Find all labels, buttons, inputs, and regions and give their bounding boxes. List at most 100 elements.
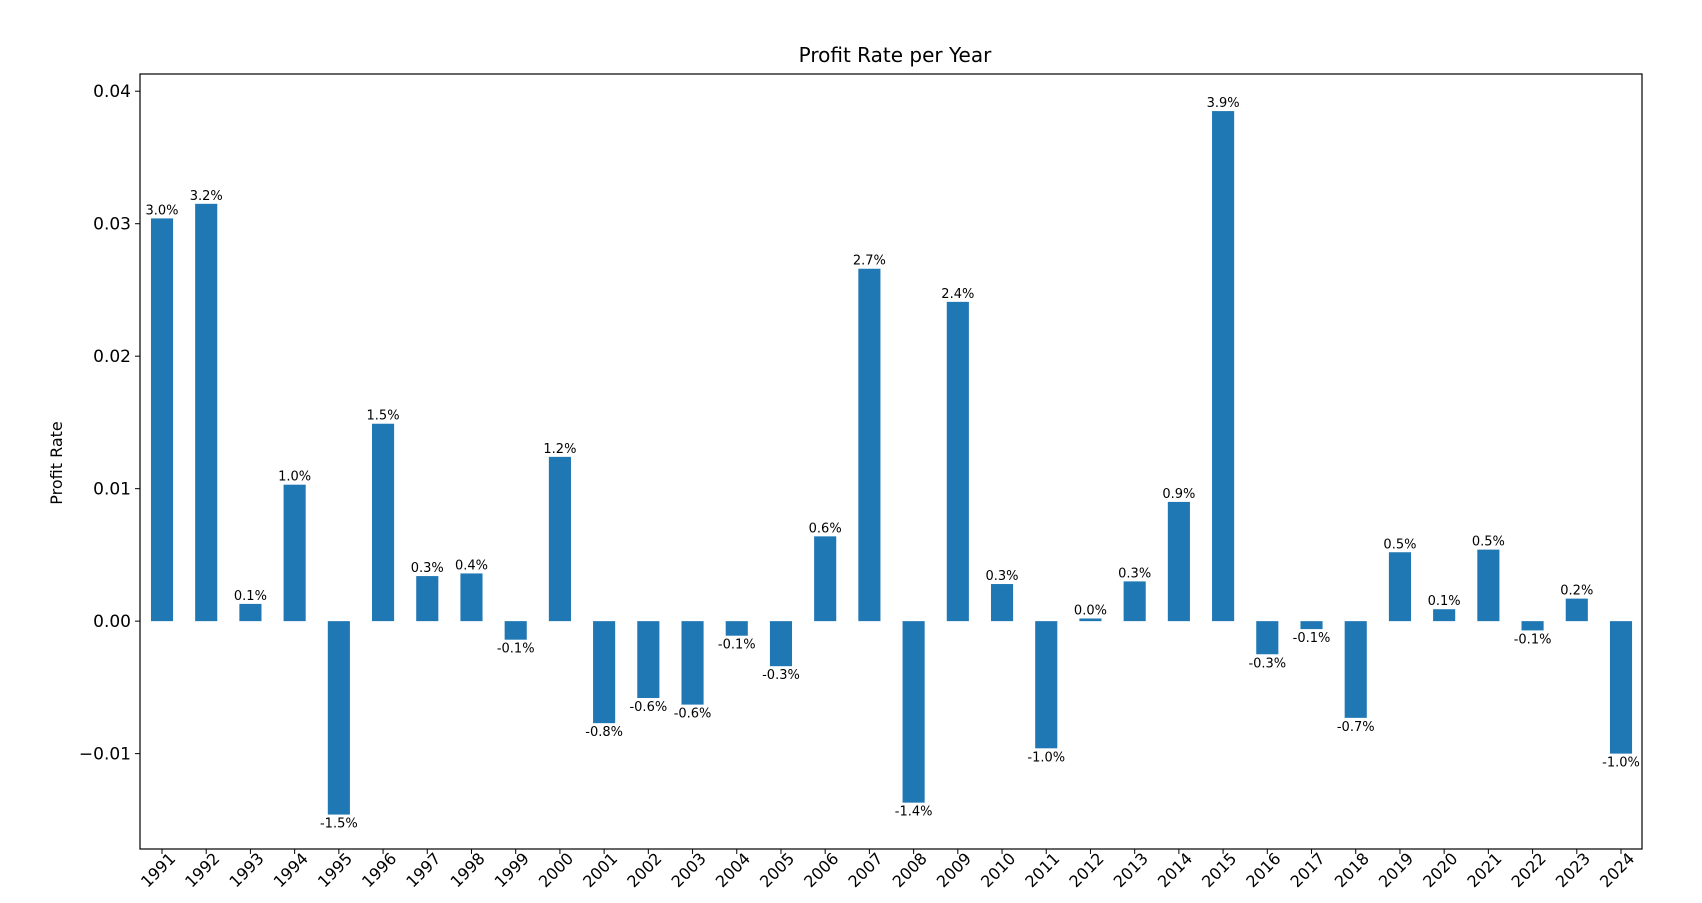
data-label-1992: 3.2% — [190, 189, 223, 204]
bar-1995 — [327, 621, 350, 815]
bar-2015 — [1212, 111, 1235, 622]
x-tick-label-2009: 2009 — [933, 849, 975, 891]
bar-2007 — [858, 268, 881, 622]
data-label-2003: -0.6% — [674, 707, 712, 722]
x-tick-label-2022: 2022 — [1508, 849, 1550, 891]
y-tick-label: 0.03 — [93, 215, 131, 235]
bar-2011 — [1035, 621, 1058, 749]
bar-2012 — [1079, 618, 1102, 622]
bar-2009 — [946, 301, 969, 622]
data-label-1996: 1.5% — [367, 409, 400, 424]
x-tick-label-2001: 2001 — [579, 849, 621, 891]
data-label-2002: -0.6% — [629, 700, 667, 715]
x-tick-label-2005: 2005 — [756, 849, 798, 891]
x-tick-label-2014: 2014 — [1154, 849, 1196, 891]
x-tick-label-2020: 2020 — [1419, 849, 1461, 891]
x-tick-label-1992: 1992 — [181, 849, 223, 891]
data-label-2012: 0.0% — [1074, 603, 1107, 618]
bar-2003 — [681, 621, 704, 705]
x-tick-label-1991: 1991 — [137, 849, 179, 891]
bar-1998 — [460, 573, 483, 622]
data-label-2000: 1.2% — [543, 442, 576, 457]
x-tick-label-2024: 2024 — [1596, 849, 1638, 891]
bar-1994 — [283, 484, 306, 622]
x-tick-label-2011: 2011 — [1021, 849, 1063, 891]
x-tick-label-1993: 1993 — [225, 849, 267, 891]
bar-2008 — [902, 621, 925, 803]
x-tick-label-2018: 2018 — [1331, 849, 1373, 891]
bar-2019 — [1388, 552, 1411, 622]
data-label-1998: 0.4% — [455, 558, 488, 573]
data-label-2006: 0.6% — [809, 521, 842, 536]
data-label-2017: -0.1% — [1293, 631, 1331, 646]
x-tick-label-2023: 2023 — [1552, 849, 1594, 891]
x-tick-label-2000: 2000 — [535, 849, 577, 891]
bar-2022 — [1521, 621, 1544, 631]
x-tick-label-2017: 2017 — [1287, 849, 1329, 891]
x-tick-label-2021: 2021 — [1463, 849, 1505, 891]
data-label-2024: -1.0% — [1602, 756, 1640, 771]
bar-2013 — [1123, 581, 1146, 622]
bar-2018 — [1344, 621, 1367, 718]
bar-2017 — [1300, 621, 1323, 630]
bar-2024 — [1609, 621, 1633, 754]
data-label-1993: 0.1% — [234, 589, 267, 604]
x-tick-label-2012: 2012 — [1065, 849, 1107, 891]
bar-2016 — [1256, 621, 1279, 655]
data-label-2021: 0.5% — [1472, 535, 1505, 550]
data-label-2005: -0.3% — [762, 668, 800, 683]
data-label-1995: -1.5% — [320, 817, 358, 832]
x-tick-label-1999: 1999 — [491, 849, 533, 891]
bar-2010 — [990, 584, 1014, 622]
bar-1999 — [504, 621, 527, 640]
plot-frame — [139, 73, 1643, 850]
data-label-2011: -1.0% — [1027, 750, 1065, 765]
data-label-2022: -0.1% — [1514, 632, 1552, 647]
x-tick-label-2003: 2003 — [668, 849, 710, 891]
y-tick-label: 0.02 — [93, 347, 131, 367]
data-label-2023: 0.2% — [1560, 584, 1593, 599]
bar-1993 — [239, 603, 262, 622]
data-label-2004: -0.1% — [718, 638, 756, 653]
x-tick-label-1994: 1994 — [270, 849, 312, 891]
y-tick-label: −0.01 — [79, 745, 131, 765]
bar-2000 — [548, 456, 571, 622]
data-label-2008: -1.4% — [895, 805, 933, 820]
bar-2014 — [1167, 501, 1190, 622]
x-tick-label-2019: 2019 — [1375, 849, 1417, 891]
data-label-2020: 0.1% — [1428, 594, 1461, 609]
data-labels-layer: 3.0% 3.2% 0.1% 1.0% -1.5% 1.5% 0.3% 0.4% -0.1% 1.… — [145, 96, 1639, 831]
x-tick-label-2008: 2008 — [889, 849, 931, 891]
x-tick-label-2004: 2004 — [712, 849, 754, 891]
data-label-2007: 2.7% — [853, 254, 886, 269]
x-tick-label-1995: 1995 — [314, 849, 356, 891]
data-label-1994: 1.0% — [278, 470, 311, 485]
x-axis-ticks: 1991 1992 1993 1994 1995 1996 1997 1998 1999 2000… — [137, 849, 1638, 891]
y-tick-label: 0.00 — [93, 612, 131, 632]
data-label-2015: 3.9% — [1207, 96, 1240, 111]
x-tick-label-2015: 2015 — [1198, 849, 1240, 891]
data-label-1997: 0.3% — [411, 561, 444, 576]
data-label-2001: -0.8% — [585, 725, 623, 740]
data-label-2016: -0.3% — [1248, 656, 1286, 671]
x-tick-label-1998: 1998 — [446, 849, 488, 891]
bar-2020 — [1433, 609, 1456, 622]
bar-2002 — [637, 621, 660, 698]
y-axis-label: Profit Rate — [47, 421, 66, 505]
y-tick-label: 0.04 — [93, 82, 131, 102]
bar-2023 — [1565, 598, 1588, 622]
data-label-2013: 0.3% — [1118, 566, 1151, 581]
data-label-2010: 0.3% — [986, 569, 1019, 584]
y-axis-ticks: −0.01 0.00 0.01 0.02 0.03 0.04 — [79, 82, 140, 765]
data-label-2009: 2.4% — [941, 287, 974, 302]
data-label-1999: -0.1% — [497, 642, 535, 657]
bar-2004 — [725, 621, 748, 636]
data-label-2019: 0.5% — [1383, 537, 1416, 552]
x-tick-label-2002: 2002 — [623, 849, 665, 891]
x-tick-label-2016: 2016 — [1242, 849, 1284, 891]
bar-2005 — [769, 621, 793, 667]
x-tick-label-2006: 2006 — [800, 849, 842, 891]
bar-2006 — [814, 536, 837, 622]
